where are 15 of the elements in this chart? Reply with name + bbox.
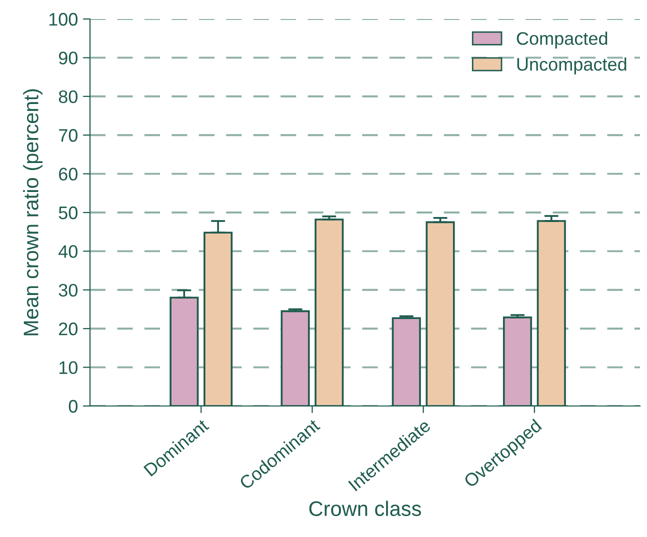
y-axis-title: Mean crown ratio (percent)	[23, 89, 43, 336]
y-tick-label: 100	[49, 12, 78, 26]
y-tick-label: 0	[68, 400, 78, 413]
y-tick-label: 60	[59, 168, 78, 181]
y-tick-label: 20	[59, 322, 78, 336]
y-tick-label: 10	[59, 361, 78, 374]
y-tick-label: 40	[58, 245, 78, 258]
y-tick-label: 50	[58, 206, 78, 220]
x-axis-title: Crown class	[309, 500, 421, 516]
y-tick-label: 90	[58, 52, 78, 64]
y-tick-label: 70	[59, 129, 78, 142]
y-tick-label: 30	[58, 284, 78, 297]
legend-label: Uncompacted	[517, 58, 626, 74]
y-tick-label: 80	[58, 90, 78, 104]
legend-label: Compacted	[516, 32, 608, 48]
